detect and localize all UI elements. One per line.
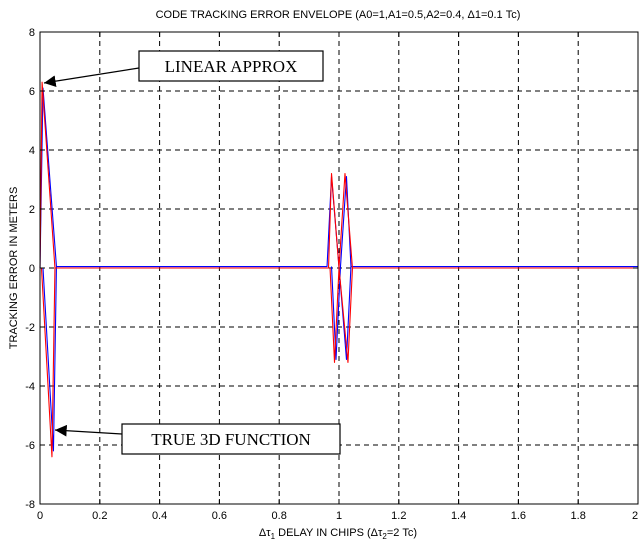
x-label-delta2: Δ — [371, 527, 379, 539]
plot-lines — [39, 81, 638, 458]
x-tick-label: 0.2 — [92, 510, 107, 522]
annotation-arrow — [43, 67, 140, 87]
x-tick-label: 2 — [632, 510, 638, 522]
series-red-line — [39, 81, 638, 363]
annotation-box — [121, 423, 341, 455]
series-blue-line — [42, 266, 57, 452]
y-tick-label: -8 — [25, 499, 35, 511]
y-tick-label: -6 — [25, 440, 35, 452]
x-label-sub2: 2 — [382, 532, 387, 541]
x-tick-label: 0 — [37, 510, 43, 522]
x-tick-label: 0.8 — [272, 510, 287, 522]
x-label-delta: Δ — [259, 527, 267, 539]
y-tick-label: 0 — [29, 263, 35, 275]
y-tick-label: 2 — [29, 204, 35, 216]
series-red-line — [40, 267, 56, 458]
x-tick-label: 1.2 — [391, 510, 406, 522]
annotation-true-3d-function: TRUE 3D FUNCTION — [54, 423, 341, 455]
y-axis-label: TRACKING ERROR IN METERS — [8, 187, 20, 350]
annotation-text: TRUE 3D FUNCTION — [151, 430, 311, 449]
x-tick-label: 1.8 — [571, 510, 586, 522]
x-label-sub1: 1 — [271, 532, 276, 541]
x-tick-label: 1.6 — [511, 510, 526, 522]
annotation-arrow — [54, 424, 123, 437]
series-red-line — [329, 173, 353, 363]
axis-ticks: 0 0.2 0.4 0.6 0.8 1 1.2 1.4 1.6 1.8 2 -8 -6 -4 -2 0 2 4 6 8 — [25, 27, 639, 522]
annotation-box — [138, 50, 324, 82]
x-label-mid: DELAY IN CHIPS ( — [275, 527, 371, 539]
annotation-text: LINEAR APPROX — [165, 57, 298, 76]
x-tick-label: 1.4 — [451, 510, 466, 522]
y-tick-label: 8 — [29, 27, 35, 39]
x-axis-label: Δτ1 DELAY IN CHIPS (Δτ2=2 Tc) — [259, 527, 417, 541]
x-tick-label: 1 — [336, 510, 342, 522]
annotation-linear-approx: LINEAR APPROX — [43, 50, 324, 87]
y-tick-label: 6 — [29, 86, 35, 98]
x-label-tau: τ — [266, 527, 271, 539]
chart-title: CODE TRACKING ERROR ENVELOPE (A0=1,A1=0.… — [156, 9, 521, 21]
y-tick-label: -4 — [25, 381, 35, 393]
x-label-end: =2 Tc) — [387, 527, 417, 539]
x-label-tau2: τ — [378, 527, 383, 539]
y-tick-label: 4 — [29, 145, 35, 157]
y-tick-label: -2 — [25, 322, 35, 334]
x-tick-label: 0.6 — [212, 510, 227, 522]
x-tick-label: 0.4 — [152, 510, 167, 522]
